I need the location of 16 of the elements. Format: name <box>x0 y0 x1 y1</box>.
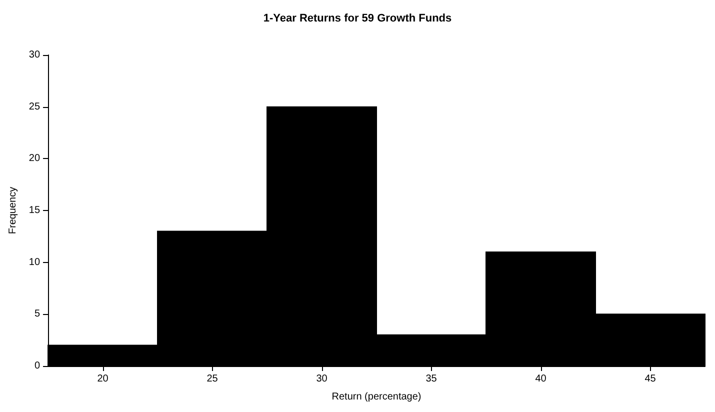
y-tick-label: 0 <box>34 360 40 372</box>
chart-title: 1-Year Returns for 59 Growth Funds <box>263 12 452 24</box>
x-axis-title: Return (percentage) <box>332 392 422 402</box>
x-tick-label: 20 <box>97 374 109 384</box>
x-tick-label: 30 <box>316 374 328 384</box>
y-axis-title: Frequency <box>8 186 18 234</box>
x-tick-label: 45 <box>644 374 656 384</box>
y-tick-label: 30 <box>28 50 40 60</box>
x-tick-label: 35 <box>426 374 438 384</box>
y-tick-label: 20 <box>28 153 40 164</box>
y-tick-label: 10 <box>28 256 40 268</box>
y-tick-label: 25 <box>28 101 40 112</box>
y-tick-label: 5 <box>34 308 40 320</box>
x-tick-label: 25 <box>206 374 218 384</box>
x-tick-label: 40 <box>535 374 547 384</box>
y-tick-label: 15 <box>28 205 40 216</box>
